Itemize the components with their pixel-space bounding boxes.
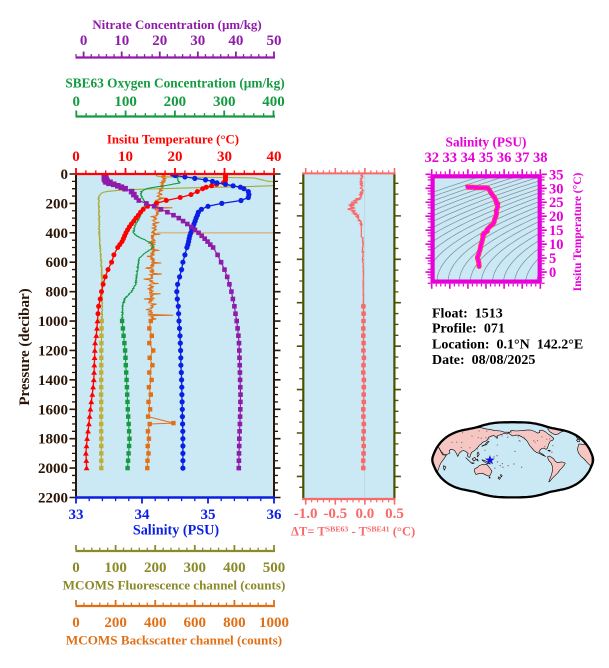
- svg-text:SBE63 Oxygen Concentration (µm: SBE63 Oxygen Concentration (µm/kg): [65, 76, 284, 91]
- svg-text:40: 40: [228, 33, 243, 49]
- svg-text:MCOMS Backscatter channel (cou: MCOMS Backscatter channel (counts): [66, 633, 282, 648]
- svg-text:Pressure (decibar): Pressure (decibar): [17, 288, 33, 405]
- svg-text:Insitu Temperature (°C): Insitu Temperature (°C): [572, 172, 584, 291]
- svg-text:15: 15: [549, 223, 564, 239]
- svg-text:10: 10: [549, 237, 564, 253]
- svg-text:1000: 1000: [38, 314, 68, 330]
- svg-text:Salinity (PSU): Salinity (PSU): [446, 135, 527, 150]
- svg-text:600: 600: [46, 255, 69, 271]
- svg-text:10: 10: [114, 33, 129, 49]
- svg-text:Profile: 071: Profile: 071: [432, 322, 505, 337]
- svg-text:1800: 1800: [38, 432, 68, 448]
- svg-text:0.5: 0.5: [385, 506, 404, 522]
- svg-text:10: 10: [118, 149, 133, 165]
- svg-text:400: 400: [144, 615, 167, 631]
- svg-text:30: 30: [190, 33, 205, 49]
- svg-text:0: 0: [61, 167, 69, 183]
- svg-text:0: 0: [549, 265, 556, 281]
- svg-text:100: 100: [104, 560, 127, 576]
- svg-text:200: 200: [46, 196, 69, 212]
- svg-text:20: 20: [168, 149, 183, 165]
- svg-text:35: 35: [479, 150, 494, 166]
- svg-text:50: 50: [267, 33, 282, 49]
- svg-text:200: 200: [144, 560, 167, 576]
- svg-text:40: 40: [267, 149, 282, 165]
- svg-text:400: 400: [46, 226, 69, 242]
- svg-text:Salinity (PSU): Salinity (PSU): [133, 523, 220, 539]
- svg-text:2200: 2200: [38, 491, 68, 507]
- svg-text:0: 0: [72, 615, 80, 631]
- svg-text:600: 600: [184, 615, 207, 631]
- svg-text:30: 30: [217, 149, 232, 165]
- svg-text:20: 20: [549, 209, 564, 225]
- svg-text:35: 35: [549, 167, 564, 183]
- svg-text:1400: 1400: [38, 373, 68, 389]
- svg-text:Location: 0.1°N 142.2°E: Location: 0.1°N 142.2°E: [432, 337, 583, 352]
- svg-text:200: 200: [164, 94, 187, 110]
- svg-text:MCOMS Fluorescence channel (co: MCOMS Fluorescence channel (counts): [63, 578, 286, 593]
- svg-text:ΔT= TSBE63 - TSBE41 (°C): ΔT= TSBE63 - TSBE41 (°C): [291, 525, 415, 539]
- svg-text:5: 5: [549, 251, 556, 267]
- svg-text:0.0: 0.0: [356, 506, 375, 522]
- svg-text:37: 37: [515, 150, 530, 166]
- svg-text:1200: 1200: [38, 344, 68, 360]
- svg-text:33: 33: [443, 150, 458, 166]
- svg-text:32: 32: [424, 150, 439, 166]
- svg-text:0: 0: [72, 560, 80, 576]
- svg-text:33: 33: [69, 507, 84, 523]
- svg-text:Nitrate Concentration (µm/kg): Nitrate Concentration (µm/kg): [92, 18, 261, 32]
- svg-text:1000: 1000: [259, 615, 289, 631]
- svg-text:34: 34: [461, 150, 476, 166]
- svg-text:300: 300: [184, 560, 207, 576]
- svg-text:400: 400: [223, 560, 246, 576]
- svg-text:Date: 08/08/2025: Date: 08/08/2025: [432, 353, 535, 368]
- svg-text:500: 500: [263, 560, 286, 576]
- svg-text:100: 100: [114, 94, 137, 110]
- svg-text:300: 300: [213, 94, 236, 110]
- svg-text:200: 200: [104, 615, 127, 631]
- svg-text:-0.5: -0.5: [323, 506, 347, 522]
- svg-text:38: 38: [533, 150, 548, 166]
- svg-text:0: 0: [80, 33, 88, 49]
- svg-text:35: 35: [201, 507, 216, 523]
- svg-text:0: 0: [72, 149, 80, 165]
- svg-text:-1.0: -1.0: [294, 506, 318, 522]
- svg-text:800: 800: [46, 285, 69, 301]
- svg-text:Insitu Temperature (°C): Insitu Temperature (°C): [107, 133, 239, 147]
- svg-text:400: 400: [262, 94, 285, 110]
- svg-text:36: 36: [497, 150, 512, 166]
- svg-text:20: 20: [152, 33, 167, 49]
- svg-text:800: 800: [223, 615, 246, 631]
- svg-text:Float: 1513: Float: 1513: [432, 307, 503, 322]
- svg-text:34: 34: [135, 507, 151, 523]
- svg-text:30: 30: [549, 181, 564, 197]
- svg-text:36: 36: [267, 507, 283, 523]
- svg-text:25: 25: [549, 195, 564, 211]
- svg-text:2000: 2000: [38, 461, 68, 477]
- svg-text:1600: 1600: [38, 402, 68, 418]
- svg-text:0: 0: [73, 94, 81, 110]
